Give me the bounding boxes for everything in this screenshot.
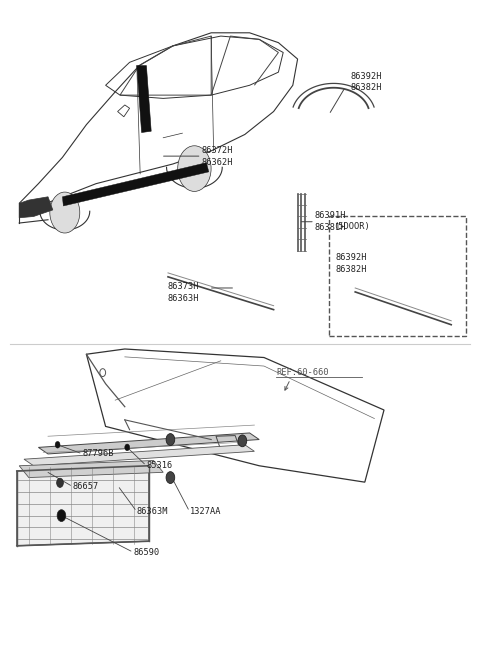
Circle shape <box>57 510 66 522</box>
Circle shape <box>50 192 80 233</box>
Text: 86657: 86657 <box>73 482 99 491</box>
Polygon shape <box>38 433 259 454</box>
Text: 86363M: 86363M <box>137 507 168 516</box>
Circle shape <box>125 444 130 451</box>
Circle shape <box>166 472 175 483</box>
Circle shape <box>166 434 175 445</box>
Polygon shape <box>19 197 53 218</box>
Polygon shape <box>17 466 149 546</box>
Bar <box>329 216 466 336</box>
Text: 85316: 85316 <box>146 461 173 470</box>
Circle shape <box>178 146 211 192</box>
Circle shape <box>238 435 247 447</box>
Polygon shape <box>19 461 163 478</box>
Text: 86391H
86381H: 86391H 86381H <box>315 211 347 232</box>
Text: 87796B: 87796B <box>83 449 114 459</box>
Polygon shape <box>62 163 209 206</box>
Circle shape <box>55 441 60 448</box>
Text: (5DOOR): (5DOOR) <box>334 222 371 231</box>
Text: 86590: 86590 <box>133 548 160 557</box>
Text: 86392H
86382H: 86392H 86382H <box>336 253 368 274</box>
Text: 1327AA: 1327AA <box>190 507 221 516</box>
Text: 86372H
86362H: 86372H 86362H <box>202 146 233 167</box>
Text: REF.60-660: REF.60-660 <box>276 368 328 377</box>
Polygon shape <box>24 445 254 466</box>
Text: 86373H
86363H: 86373H 86363H <box>167 282 199 303</box>
Circle shape <box>57 478 63 487</box>
Text: 86392H
86382H: 86392H 86382H <box>350 72 382 92</box>
Polygon shape <box>137 66 151 133</box>
